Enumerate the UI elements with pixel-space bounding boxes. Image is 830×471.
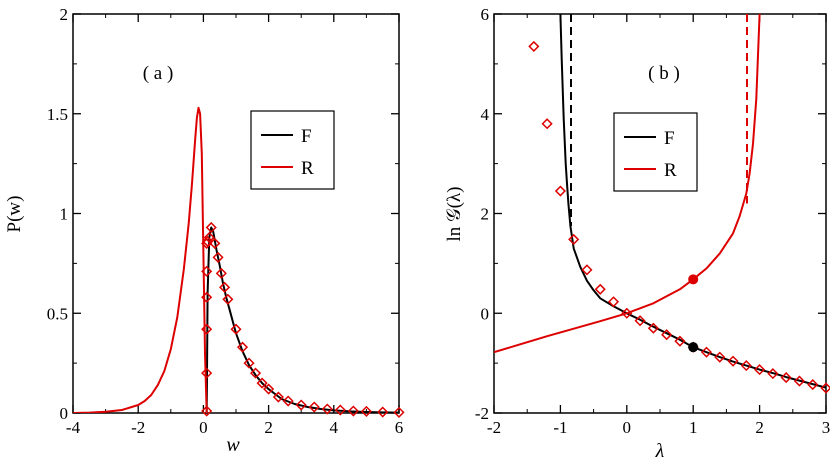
panel-a-legend-box <box>250 110 335 190</box>
panel-b-xlabel: λ <box>655 440 665 462</box>
panel-b-dot-marker <box>688 342 699 353</box>
panel-a-diamond-marker <box>263 383 275 395</box>
panel-b-label: ( b ) <box>648 63 680 84</box>
panel-b-diamond-marker <box>714 351 726 363</box>
panel-a-ytick-label: 0.5 <box>47 304 68 323</box>
panel-a-ytick-label: 1.5 <box>47 105 68 124</box>
panel-a-xtick-label: -4 <box>66 418 81 437</box>
panel-b-diamond-marker <box>793 375 806 387</box>
panel-b-diamond-marker <box>621 307 633 319</box>
panel-b-xtick-label: 3 <box>822 418 830 437</box>
panel-a-xtick-label: 2 <box>264 418 273 437</box>
panel-b-diamond-marker <box>554 185 566 197</box>
panel-b-ytick-label: 0 <box>481 304 490 323</box>
panel-b-xtick-label: -2 <box>487 418 501 437</box>
panel-a-diamond-marker <box>256 377 268 389</box>
panel-a-diamond-marker <box>249 367 262 379</box>
panel-a-diamond-marker <box>334 404 346 416</box>
panel-a-xtick-label: 4 <box>330 418 339 437</box>
panel-a: -4 -2 0 2 4 6 0 0.5 1 1.5 2 P(w) w ( a ) FR <box>4 5 405 456</box>
panel-b-ytick-label: 6 <box>481 5 490 24</box>
panel-a-diamond-marker <box>321 403 333 415</box>
panel-a-plot-area <box>73 106 399 413</box>
panel-b-xtick-label: 1 <box>689 418 698 437</box>
panel-b-ytick-label: 2 <box>481 205 490 224</box>
panel-a-diamond-marker <box>377 406 389 418</box>
panel-a-xtick-label: 6 <box>395 418 404 437</box>
panel-a-diamond-marker <box>201 291 213 303</box>
panel-a-frame <box>72 13 400 414</box>
panel-b-diamond-marker <box>767 368 779 380</box>
panel-a-diamond-marker <box>201 367 213 379</box>
panel-a-diamond-marker <box>347 405 359 417</box>
panel-a-diamond-marker <box>205 221 217 234</box>
panel-a-diamond-marker <box>201 323 213 335</box>
panel-b-ylabel: ln 𝒢(λ) <box>444 187 465 242</box>
panel-b-diamond-marker <box>568 233 580 245</box>
panel-a-diamond-marker <box>236 341 249 353</box>
panel-b-diamond-marker <box>674 335 686 347</box>
panel-a-diamond-marker <box>360 405 372 417</box>
panel-a-diamond-marker <box>222 293 234 305</box>
panel-b-ytick-label: -2 <box>475 404 489 423</box>
panel-b-series-f <box>559 14 826 389</box>
panel-b-diamond-marker <box>661 329 673 341</box>
panel-b-diamond-marker <box>594 283 606 295</box>
panel-b-legend-box <box>613 112 698 192</box>
panel-a-ytick-label: 2 <box>60 5 69 24</box>
panel-b-diamond-marker <box>740 360 752 372</box>
panel-b-diamond-marker <box>754 364 766 376</box>
panel-a-legend-label: R <box>301 158 314 179</box>
panel-a-diamond-marker <box>230 323 242 335</box>
panel-b-plot-area <box>494 14 826 389</box>
panel-b-series-r <box>494 14 761 354</box>
panel-a-diamond-marker <box>295 399 307 411</box>
panel-a-diamond-marker <box>203 231 215 244</box>
panel-a-diamond-marker <box>219 281 231 293</box>
panel-a-xtick-label: 0 <box>199 418 208 437</box>
panel-a-diamond-marker <box>393 406 405 418</box>
panel-a-diamond-marker <box>212 251 224 263</box>
panel-a-label: ( a ) <box>143 63 174 84</box>
panel-b-xtick-label: 0 <box>623 418 632 437</box>
panel-a-diamond-marker <box>308 401 320 413</box>
panel-b-diamond-marker <box>607 296 620 308</box>
panel-b-diamond-marker <box>780 372 792 384</box>
panel-b-legend-label: F <box>664 128 675 149</box>
panel-a-xtick-label: -2 <box>131 418 145 437</box>
panel-a-diamond-marker <box>243 357 255 369</box>
panel-b-xtick-label: 2 <box>755 418 764 437</box>
panel-b-diamond-marker <box>528 40 540 52</box>
panel-b-diamond-marker <box>820 382 830 394</box>
panel-b-ytick-label: 4 <box>481 105 490 124</box>
panel-a-series-r <box>73 106 208 413</box>
panel-b-diamond-marker <box>647 322 659 334</box>
panel-a-xlabel: w <box>226 434 240 456</box>
panel-a-diamond-marker <box>282 395 294 407</box>
panel-a-legend-label: F <box>301 126 312 147</box>
panel-a-diamond-marker <box>215 267 227 279</box>
panel-a-diamond-marker <box>201 265 213 277</box>
panel-a-ytick-label: 0 <box>60 404 69 423</box>
panel-a-ytick-label: 1 <box>60 205 69 224</box>
panel-b-xtick-label: -1 <box>553 418 567 437</box>
panel-b-diamond-marker <box>700 346 713 358</box>
panel-b-diamond-marker <box>541 118 553 130</box>
panel-a-diamond-marker <box>201 405 213 417</box>
panel-a-ylabel: P(w) <box>4 196 25 233</box>
panel-a-series-f <box>205 226 399 413</box>
panel-b-diamond-marker <box>634 315 646 327</box>
panel-a-diamond-marker <box>209 237 221 249</box>
panel-b-diamond-marker <box>581 264 593 276</box>
panel-b-diamond-marker <box>807 379 819 391</box>
panel-b-dot-marker <box>688 274 699 285</box>
panel-b: -2 -1 0 1 2 3 -2 0 2 4 6 ln 𝒢(λ) λ ( b ) FR <box>444 5 830 462</box>
panel-a-diamond-marker <box>272 391 284 403</box>
panel-b-legend-label: R <box>664 160 677 181</box>
panel-b-diamond-marker <box>727 355 739 367</box>
